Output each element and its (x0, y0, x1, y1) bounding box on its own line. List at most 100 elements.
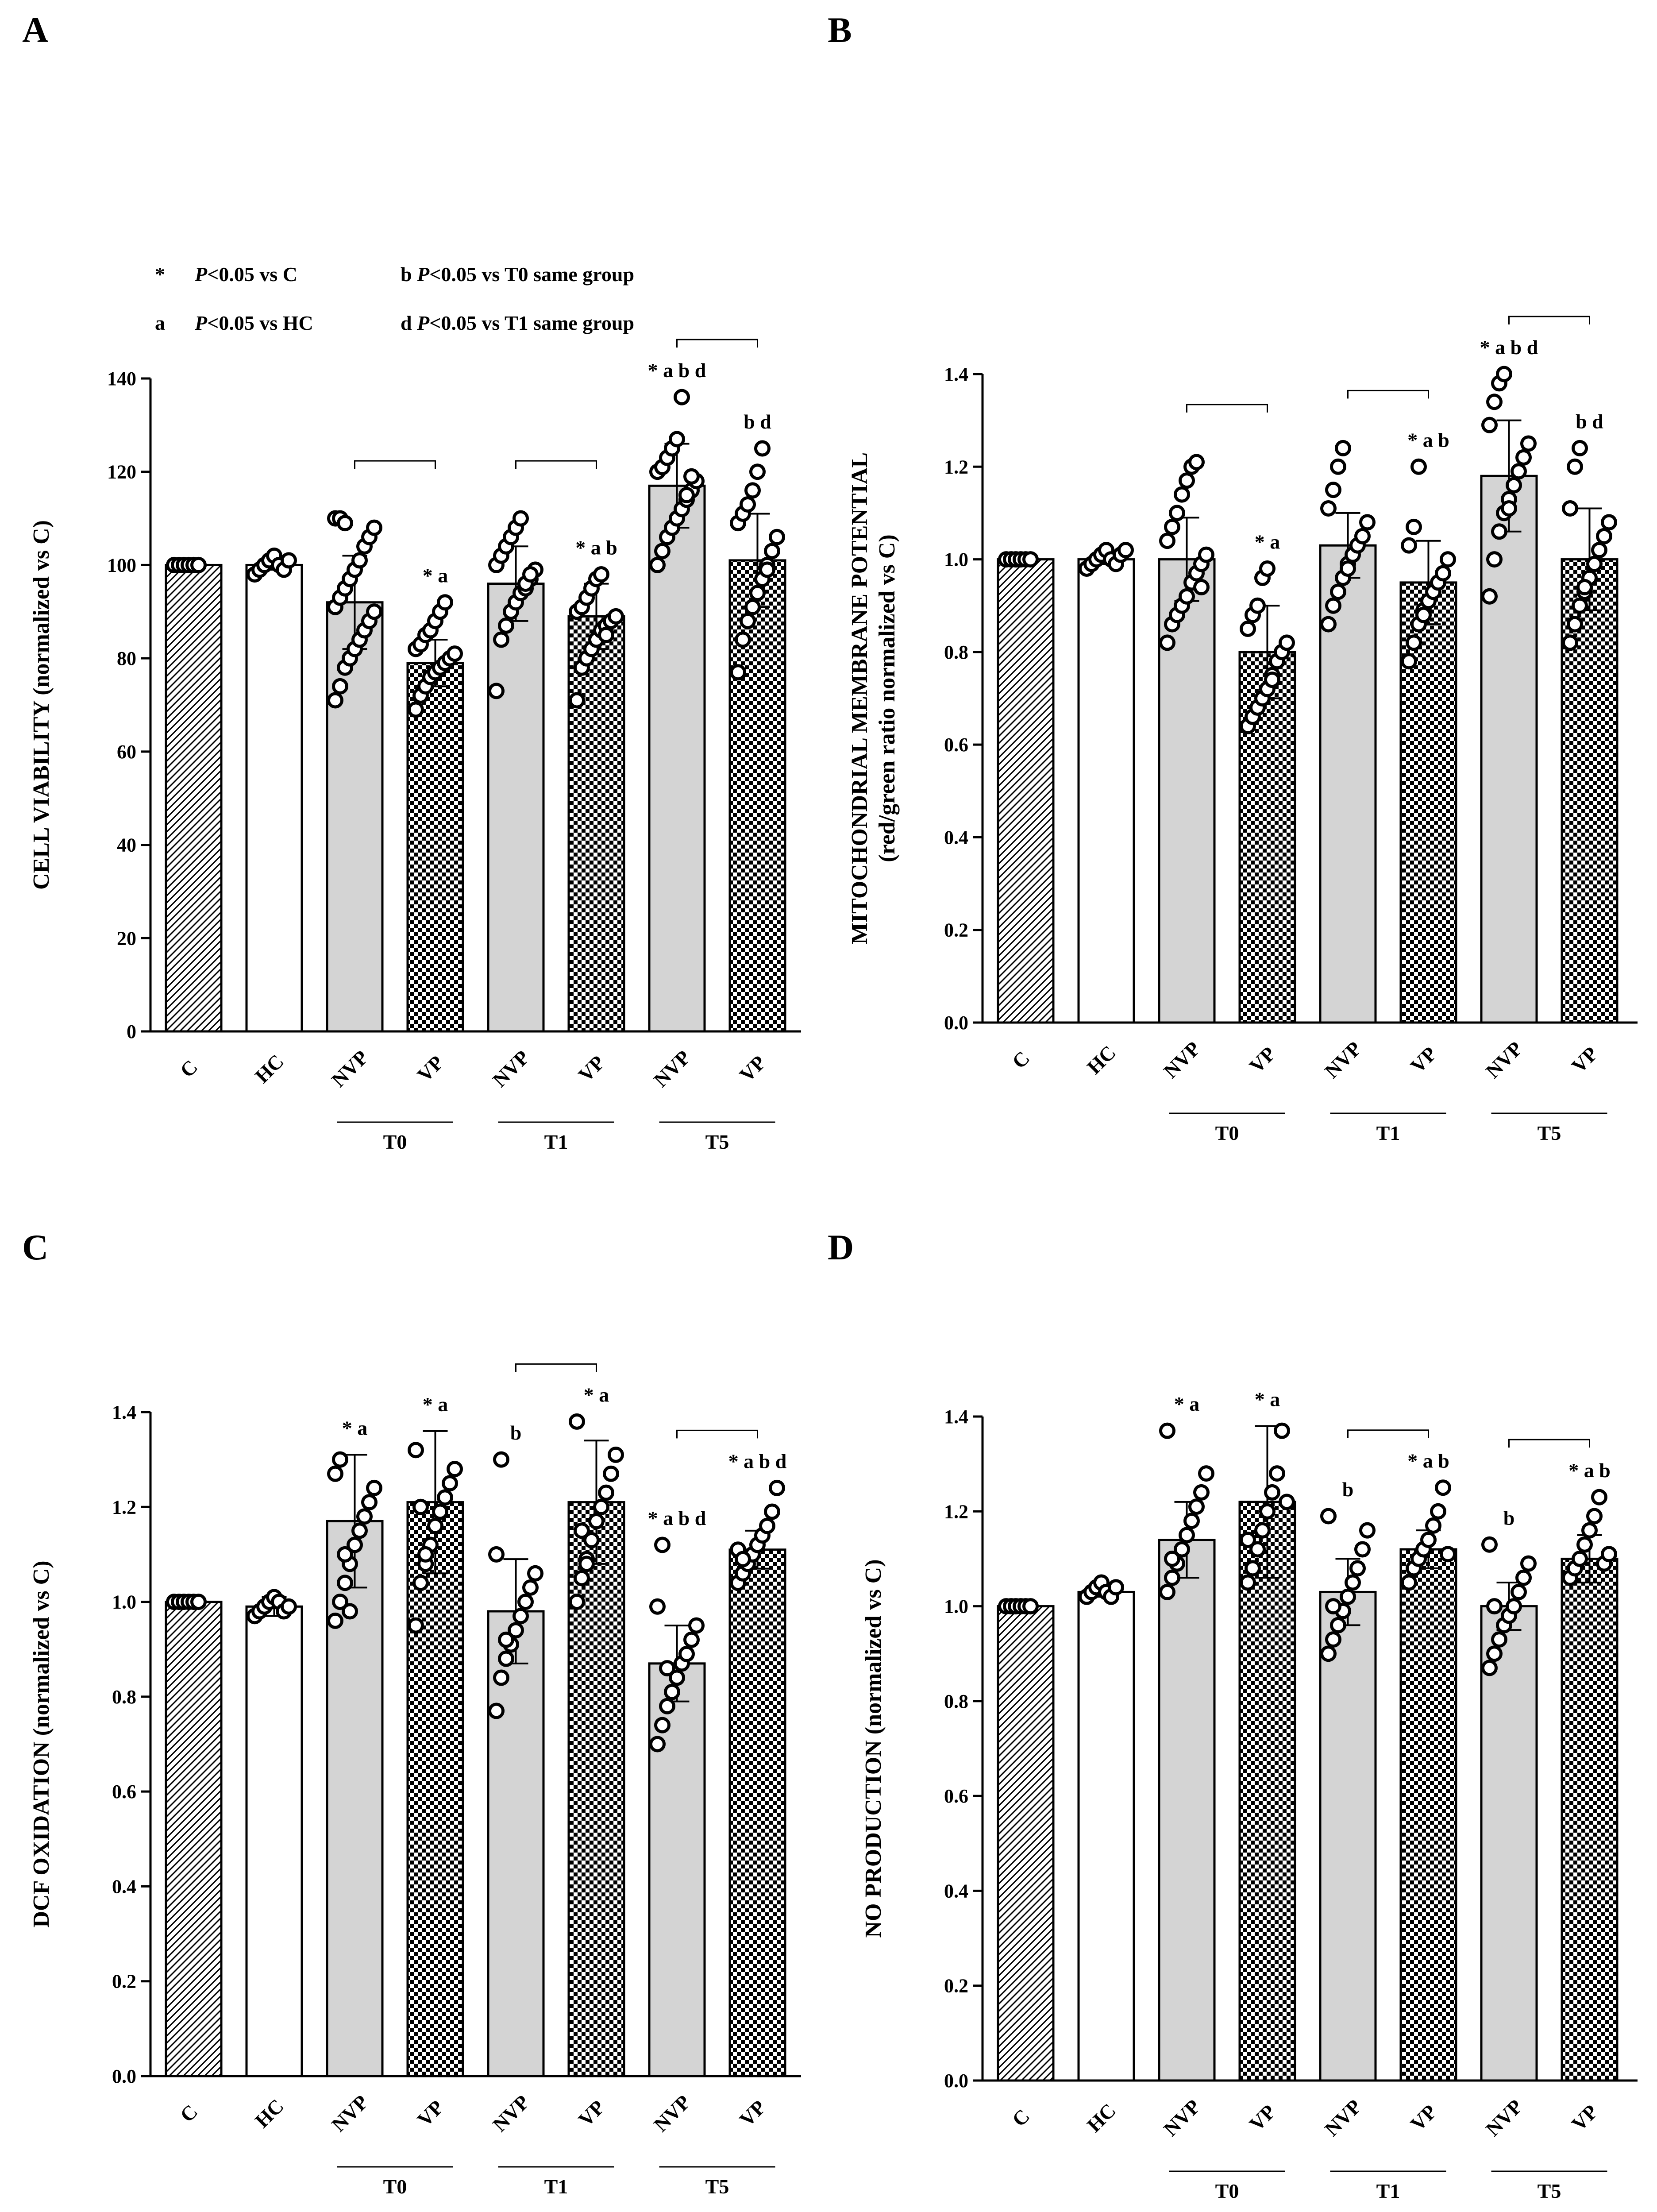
data-point (1511, 463, 1527, 480)
data-point (1164, 1569, 1180, 1586)
data-point (1406, 518, 1422, 535)
bar (728, 1548, 786, 2077)
data-point (1274, 1422, 1290, 1439)
data-point (1320, 1508, 1337, 1525)
y-tick-label: 0.6 (944, 1785, 968, 1807)
y-axis-title: (red/green ratio normalized vs C) (875, 534, 900, 862)
category-label: NVP (1481, 2095, 1527, 2141)
category-label: NVP (1481, 1037, 1527, 1083)
category-label: VP (1406, 2100, 1441, 2135)
data-point (1279, 1494, 1295, 1510)
group-label-t1: T1 (544, 1131, 568, 1153)
y-tick-label: 40 (117, 834, 136, 856)
data-point (1591, 542, 1607, 559)
data-point (1169, 505, 1185, 521)
data-point (281, 552, 297, 569)
data-point (356, 1508, 373, 1525)
data-point (337, 515, 353, 532)
comparison-bracket (676, 339, 758, 348)
data-point (649, 556, 666, 573)
category-label: HC (1083, 2099, 1120, 2137)
data-point (432, 1503, 448, 1520)
y-tick-label: 120 (107, 461, 136, 483)
data-point (1254, 1522, 1271, 1539)
category-label: VP (1245, 1042, 1280, 1077)
data-point (1174, 1541, 1190, 1558)
data-point (517, 1594, 534, 1610)
legend-symbol: a (155, 312, 165, 334)
y-tick-label: 0.2 (944, 919, 968, 941)
significance-annotation: b d (1576, 410, 1603, 432)
data-point (1515, 449, 1532, 466)
group-label-t1: T1 (1376, 2180, 1400, 2202)
data-point (1174, 486, 1190, 503)
data-point (683, 1631, 700, 1648)
category-label: NVP (327, 1046, 373, 1092)
data-point (569, 692, 585, 709)
data-point (759, 1517, 775, 1534)
data-point (508, 1622, 524, 1639)
legend-italic-p: P (194, 312, 208, 334)
data-point (740, 613, 756, 629)
data-point (498, 1650, 514, 1667)
legend-italic-p: P (416, 263, 430, 286)
bar (326, 601, 384, 1033)
data-point (1440, 551, 1456, 568)
bar (567, 615, 625, 1033)
y-tick-label: 140 (107, 368, 136, 390)
data-point (1496, 366, 1512, 382)
data-point (1188, 1498, 1205, 1515)
chart-panel-a: 0 20 40 60 80 100 120 140 CELL VIABILITY (normal… (29, 339, 801, 1153)
bar (1480, 1605, 1538, 2082)
data-point (351, 1522, 368, 1539)
significance-annotation: b (510, 1421, 522, 1444)
comparison-bracket (1508, 316, 1590, 324)
svg-text:P<0.05 vs C: P<0.05 vs C (194, 263, 297, 286)
comparison-bracket (515, 460, 597, 469)
y-tick-label: 1.0 (112, 1591, 136, 1613)
data-point (1349, 1560, 1366, 1577)
data-point (1264, 1484, 1280, 1501)
data-point (1320, 616, 1337, 633)
data-point (1481, 1660, 1498, 1676)
y-tick-label: 0.2 (112, 1971, 136, 1992)
bar (567, 1501, 625, 2077)
category-label: HC (250, 2095, 288, 2132)
data-point (408, 1617, 424, 1634)
data-point (1320, 500, 1337, 517)
data-point (1491, 1631, 1507, 1648)
data-point (1567, 616, 1583, 633)
bar (487, 1610, 545, 2077)
y-tick-label: 1.2 (944, 1501, 968, 1522)
data-point (332, 1594, 348, 1610)
data-point (1179, 588, 1195, 605)
data-point (730, 664, 746, 681)
data-point (688, 1617, 705, 1634)
data-point (1406, 634, 1422, 651)
data-point (342, 1603, 358, 1620)
data-point (1320, 1645, 1337, 1662)
group-label-t5: T5 (705, 1131, 729, 1153)
bar (165, 564, 223, 1033)
data-point (1420, 1532, 1437, 1548)
data-point (488, 683, 505, 699)
data-point (583, 1532, 600, 1548)
svg-text:b P<0.05 vs T0 same group: b P<0.05 vs T0 same group (401, 263, 634, 286)
chart-panel-c: 0.0 0.2 0.4 0.6 0.8 1.0 1.2 1.4 DCF OXIDATION (n… (29, 1363, 801, 2198)
data-point (361, 1494, 378, 1511)
group-label-t1: T1 (544, 2175, 568, 2198)
data-point (735, 1551, 751, 1567)
data-point (1340, 1588, 1356, 1605)
data-point (1108, 1579, 1124, 1596)
data-point (659, 1698, 675, 1714)
y-tick-label: 1.2 (944, 456, 968, 478)
y-tick-label: 1.4 (944, 363, 968, 385)
y-axis-title: CELL VIABILITY (normalized vs C) (29, 520, 54, 890)
data-point (1330, 1617, 1346, 1633)
data-point (744, 482, 761, 499)
data-point (1198, 546, 1214, 563)
category-label: VP (735, 2096, 770, 2131)
category-label: NVP (488, 2091, 534, 2136)
data-point (1520, 435, 1537, 452)
significance-annotation: * a (1174, 1393, 1200, 1415)
